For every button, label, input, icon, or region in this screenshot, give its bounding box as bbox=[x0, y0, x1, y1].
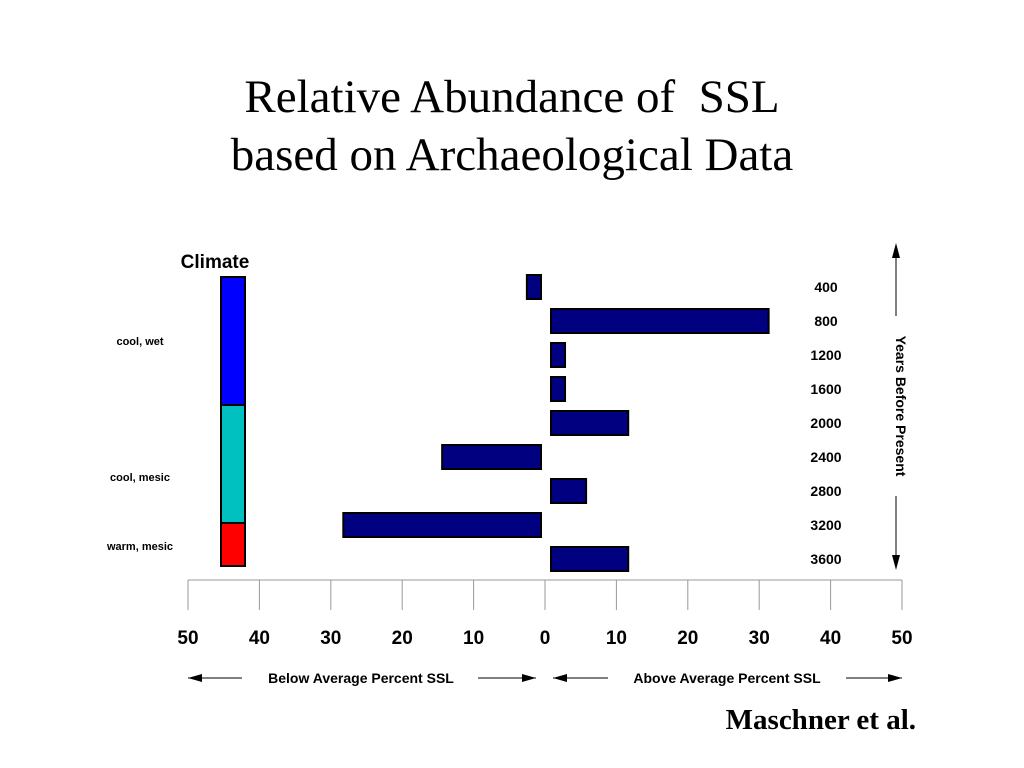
x-tick-label: 20 bbox=[677, 628, 698, 649]
climate-band-cool-wet bbox=[220, 276, 246, 406]
data-bar-1600 bbox=[550, 376, 567, 402]
x-tick-label: 10 bbox=[463, 628, 484, 649]
year-label-1600: 1600 bbox=[810, 381, 841, 397]
year-label-1200: 1200 bbox=[810, 347, 841, 363]
climate-band-warm-mesic bbox=[220, 522, 246, 567]
x-tick-label: 40 bbox=[820, 628, 841, 649]
year-label-3600: 3600 bbox=[810, 551, 841, 567]
data-bar-2800 bbox=[550, 478, 588, 504]
data-bar-400 bbox=[525, 274, 543, 300]
y-axis-label: Years Before Present bbox=[893, 336, 909, 477]
year-label-2000: 2000 bbox=[810, 415, 841, 431]
data-bar-2000 bbox=[550, 410, 630, 436]
chart-title: Relative Abundance of SSL based on Archa… bbox=[0, 68, 1024, 184]
x-tick-label: 20 bbox=[392, 628, 413, 649]
right-arrow-head bbox=[888, 674, 902, 682]
x-label-above: Above Average Percent SSL bbox=[633, 670, 821, 686]
left-arrow-head-right bbox=[522, 674, 536, 682]
x-tick-label: 40 bbox=[249, 628, 270, 649]
data-bar-3200 bbox=[342, 512, 542, 538]
x-tick-label: 30 bbox=[749, 628, 770, 649]
data-bar-2400 bbox=[441, 444, 542, 470]
x-tick-label: 30 bbox=[320, 628, 341, 649]
chart-title-line-2: based on Archaeological Data bbox=[230, 129, 794, 181]
data-bar-1200 bbox=[550, 342, 567, 368]
data-bar-800 bbox=[550, 308, 770, 334]
climate-band-label: warm, mesic bbox=[106, 541, 173, 553]
climate-band-label: cool, mesic bbox=[110, 472, 170, 484]
climate-title: Climate bbox=[181, 252, 250, 273]
year-label-800: 800 bbox=[814, 313, 838, 329]
year-label-3200: 3200 bbox=[810, 517, 841, 533]
data-bar-3600 bbox=[550, 546, 630, 572]
credit-text: Maschner et al. bbox=[725, 704, 916, 736]
x-tick-label: 50 bbox=[177, 628, 198, 649]
right-arrow-head-left bbox=[553, 674, 567, 682]
y-arrow-head-bottom bbox=[892, 555, 900, 570]
climate-band-label: cool, wet bbox=[116, 336, 163, 348]
climate-band-cool-mesic bbox=[220, 404, 246, 524]
y-arrow-head-top bbox=[892, 243, 900, 258]
year-label-400: 400 bbox=[814, 279, 838, 295]
chart-title-line-1: Relative Abundance of SSL bbox=[244, 71, 780, 123]
x-label-below: Below Average Percent SSL bbox=[268, 670, 454, 686]
year-label-2400: 2400 bbox=[810, 449, 841, 465]
x-tick-label: 50 bbox=[891, 628, 912, 649]
x-tick-label: 10 bbox=[606, 628, 627, 649]
year-label-2800: 2800 bbox=[810, 483, 841, 499]
x-tick-label: 0 bbox=[540, 628, 551, 649]
left-arrow-head bbox=[188, 674, 202, 682]
